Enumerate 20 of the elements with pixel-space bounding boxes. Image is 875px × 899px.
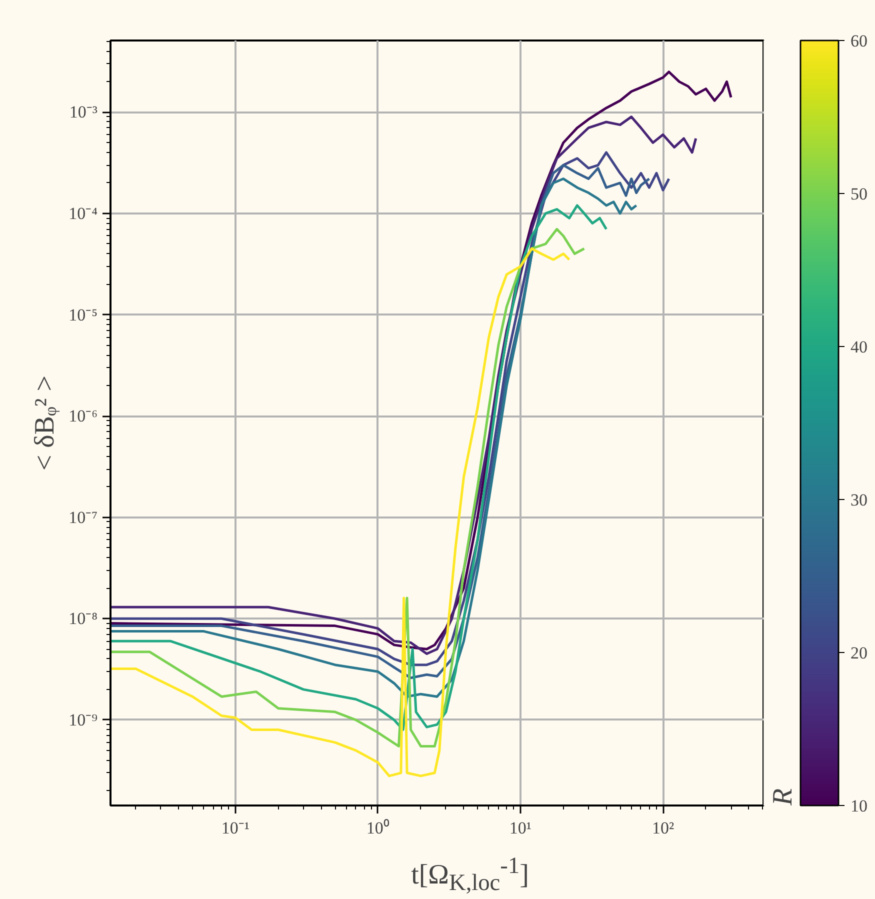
- color-bar-label: 40: [850, 338, 868, 356]
- y-tick-label: 10⁻⁸: [68, 609, 98, 628]
- x-axis-title: t[Ω$_{K,loc}$$^{-1}$]: [410, 852, 530, 898]
- y-tick-label: 10⁻³: [69, 102, 98, 122]
- color-bar-label: 30: [850, 490, 868, 510]
- y-tick-label: 10⁻⁴: [68, 204, 98, 223]
- y-axis-title: < δBᵩ² >: [30, 375, 61, 471]
- y-tick-label: 10⁻⁷: [68, 508, 98, 527]
- color-bar-title: R: [768, 788, 798, 806]
- color-bar-label: 60: [850, 32, 868, 50]
- x-tick-label: 10⁻¹: [221, 818, 250, 838]
- x-tick-label: 10²: [652, 818, 674, 838]
- color-bar-label: 10: [850, 796, 868, 816]
- color-bar-label: 50: [850, 184, 868, 204]
- x-tick-label: 10¹: [509, 818, 532, 838]
- x-tick-label: 10⁰: [366, 818, 390, 838]
- y-tick-label: 10⁻⁹: [68, 710, 98, 730]
- color-bar-label: 20: [850, 644, 868, 662]
- y-tick-label: 10⁻⁵: [68, 305, 98, 324]
- y-tick-label: 10⁻⁶: [68, 406, 98, 426]
